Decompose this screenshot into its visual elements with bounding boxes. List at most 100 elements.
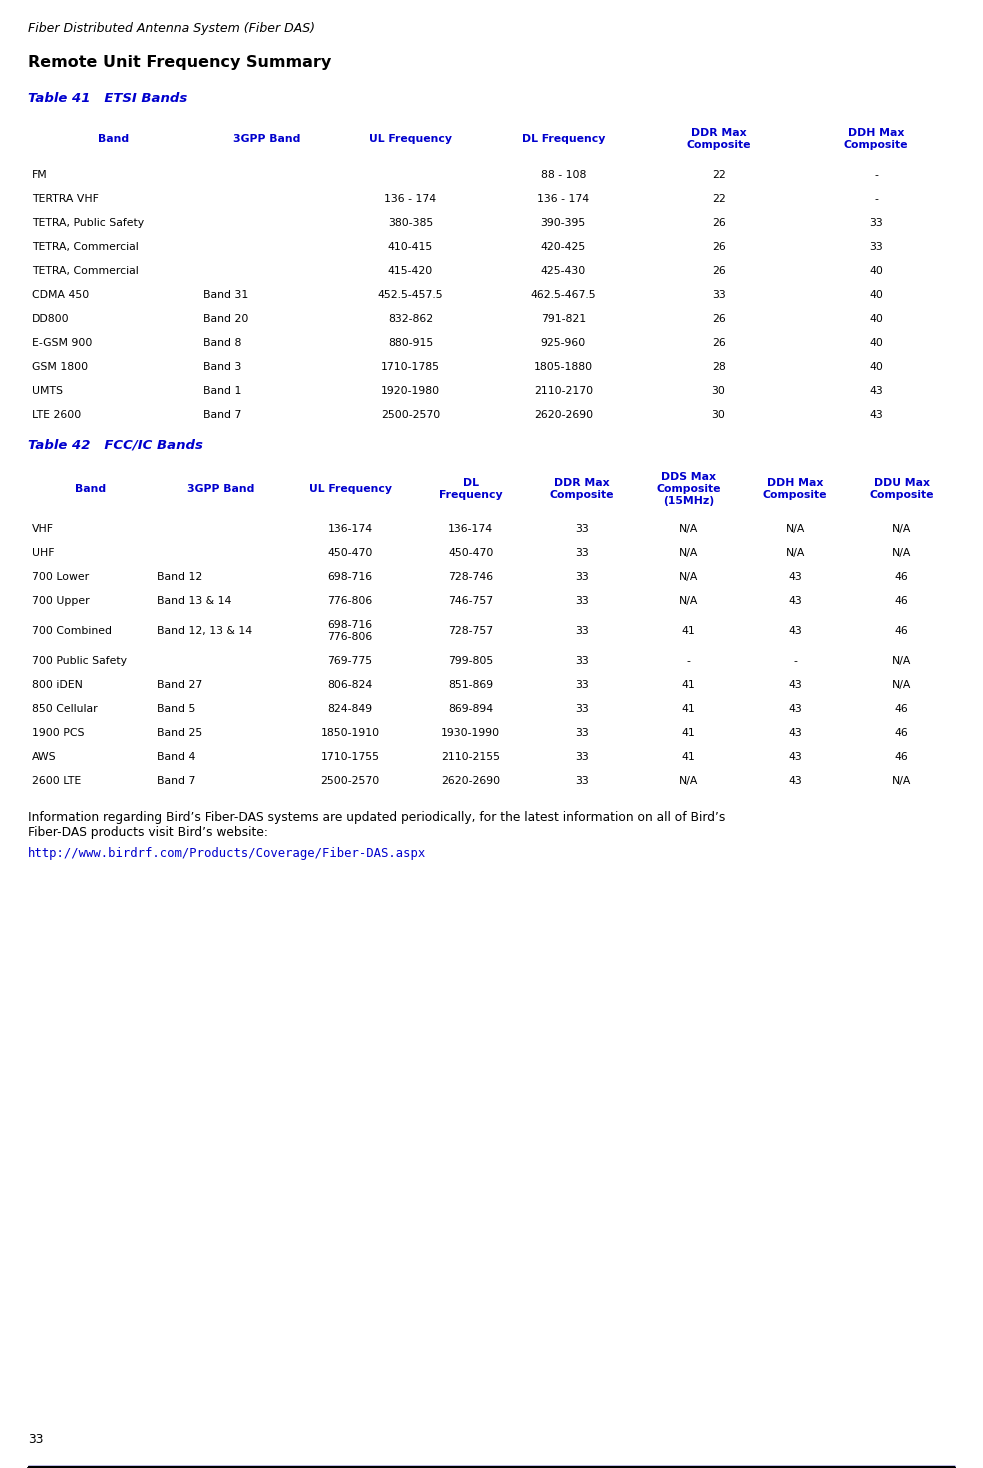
Text: N/A: N/A (679, 596, 698, 606)
Text: 700 Upper: 700 Upper (32, 596, 89, 606)
Text: 1710-1785: 1710-1785 (380, 363, 439, 371)
Text: 136-174: 136-174 (448, 524, 493, 534)
Text: DDS Max
Composite
(15MHz): DDS Max Composite (15MHz) (657, 473, 721, 505)
Text: 450-470: 450-470 (327, 548, 373, 558)
Text: 33: 33 (28, 1433, 43, 1446)
Text: 33: 33 (575, 777, 589, 785)
Text: 136 - 174: 136 - 174 (384, 194, 436, 204)
Text: 43: 43 (788, 705, 802, 713)
Text: Band 31: Band 31 (203, 291, 249, 299)
Text: 33: 33 (575, 625, 589, 636)
Text: 26: 26 (712, 338, 725, 348)
Text: 420-425: 420-425 (541, 242, 586, 252)
Text: DL
Frequency: DL Frequency (438, 479, 502, 499)
Text: 700 Lower: 700 Lower (32, 573, 89, 581)
Text: 1710-1755: 1710-1755 (320, 752, 379, 762)
Text: 41: 41 (681, 680, 695, 690)
Text: 30: 30 (712, 386, 725, 396)
Text: 43: 43 (869, 386, 883, 396)
Text: 2110-2155: 2110-2155 (441, 752, 500, 762)
Text: 390-395: 390-395 (541, 219, 586, 228)
Text: 415-420: 415-420 (387, 266, 434, 276)
Text: GSM 1800: GSM 1800 (32, 363, 88, 371)
Text: 33: 33 (575, 680, 589, 690)
Text: 41: 41 (681, 705, 695, 713)
Text: 40: 40 (869, 314, 883, 324)
Text: 800 iDEN: 800 iDEN (32, 680, 83, 690)
Text: 450-470: 450-470 (448, 548, 493, 558)
Text: 698-716: 698-716 (327, 573, 373, 581)
Text: 452.5-457.5: 452.5-457.5 (377, 291, 443, 299)
Text: Band: Band (98, 134, 130, 144)
Text: 3GPP Band: 3GPP Band (233, 134, 301, 144)
Text: 2620-2690: 2620-2690 (534, 410, 593, 420)
Text: 33: 33 (575, 573, 589, 581)
Text: 746-757: 746-757 (448, 596, 493, 606)
Text: 33: 33 (575, 752, 589, 762)
Text: 728-757: 728-757 (448, 625, 493, 636)
Text: N/A: N/A (892, 656, 911, 666)
Text: 380-385: 380-385 (387, 219, 434, 228)
Text: 776-806: 776-806 (327, 596, 373, 606)
Text: N/A: N/A (679, 524, 698, 534)
Text: DDR Max
Composite: DDR Max Composite (686, 128, 751, 150)
Text: 46: 46 (895, 625, 908, 636)
Text: 43: 43 (869, 410, 883, 420)
Text: 43: 43 (788, 752, 802, 762)
Text: Band 20: Band 20 (203, 314, 249, 324)
Text: Band 8: Band 8 (203, 338, 242, 348)
Text: 43: 43 (788, 728, 802, 738)
Text: UMTS: UMTS (32, 386, 63, 396)
Text: Table 41   ETSI Bands: Table 41 ETSI Bands (28, 92, 187, 106)
Text: Band 3: Band 3 (203, 363, 242, 371)
Text: 2500-2570: 2500-2570 (320, 777, 379, 785)
Text: -: - (874, 170, 878, 181)
Text: DDH Max
Composite: DDH Max Composite (844, 128, 908, 150)
Text: 1900 PCS: 1900 PCS (32, 728, 85, 738)
Text: 33: 33 (869, 242, 883, 252)
Text: 2620-2690: 2620-2690 (441, 777, 500, 785)
Text: 728-746: 728-746 (448, 573, 493, 581)
Text: 43: 43 (788, 573, 802, 581)
Text: N/A: N/A (679, 573, 698, 581)
Text: E-GSM 900: E-GSM 900 (32, 338, 92, 348)
Text: 46: 46 (895, 728, 908, 738)
Text: 806-824: 806-824 (327, 680, 373, 690)
Text: 33: 33 (575, 524, 589, 534)
Text: 33: 33 (575, 656, 589, 666)
Text: 869-894: 869-894 (448, 705, 493, 713)
Text: 880-915: 880-915 (387, 338, 434, 348)
Text: 698-716
776-806: 698-716 776-806 (327, 619, 373, 642)
Text: 40: 40 (869, 291, 883, 299)
Text: 824-849: 824-849 (327, 705, 373, 713)
Text: 700 Combined: 700 Combined (32, 625, 112, 636)
Text: -: - (686, 656, 690, 666)
Text: 40: 40 (869, 363, 883, 371)
Text: DL Frequency: DL Frequency (522, 134, 605, 144)
Text: 1920-1980: 1920-1980 (380, 386, 440, 396)
Text: 1850-1910: 1850-1910 (320, 728, 379, 738)
Text: 26: 26 (712, 242, 725, 252)
Text: TETRA, Public Safety: TETRA, Public Safety (32, 219, 145, 228)
Text: TERTRA VHF: TERTRA VHF (32, 194, 99, 204)
Text: 832-862: 832-862 (388, 314, 433, 324)
Text: 46: 46 (895, 752, 908, 762)
Text: VHF: VHF (32, 524, 54, 534)
Text: 88 - 108: 88 - 108 (541, 170, 586, 181)
Text: 26: 26 (712, 266, 725, 276)
Text: Band 25: Band 25 (157, 728, 202, 738)
Text: CDMA 450: CDMA 450 (32, 291, 89, 299)
Text: 22: 22 (712, 194, 725, 204)
Text: DD800: DD800 (32, 314, 70, 324)
Text: 3GPP Band: 3GPP Band (187, 484, 254, 495)
Text: UL Frequency: UL Frequency (309, 484, 391, 495)
Text: Band: Band (75, 484, 106, 495)
Text: LTE 2600: LTE 2600 (32, 410, 82, 420)
Text: FM: FM (32, 170, 48, 181)
Text: 43: 43 (788, 680, 802, 690)
Text: N/A: N/A (892, 777, 911, 785)
Text: 46: 46 (895, 596, 908, 606)
Text: 43: 43 (788, 625, 802, 636)
Text: 30: 30 (712, 410, 725, 420)
Text: 26: 26 (712, 219, 725, 228)
